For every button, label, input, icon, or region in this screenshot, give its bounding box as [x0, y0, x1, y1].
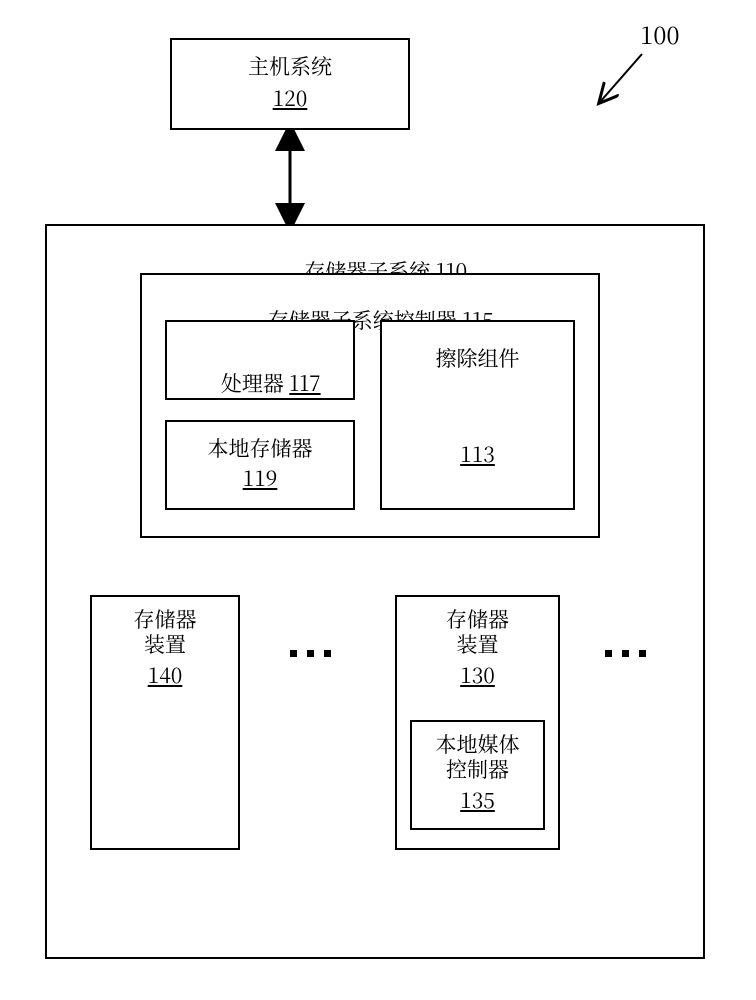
figure-label: 100 — [640, 20, 680, 49]
callout-100-pointer — [600, 54, 642, 102]
host-system-ref: 120 — [172, 86, 408, 111]
local-memory-title: 本地存储器 — [167, 436, 353, 461]
processor-title: 处理器 117 — [167, 346, 353, 422]
ellipsis-dot — [622, 650, 629, 657]
local-memory-box: 本地存储器 119 — [165, 420, 355, 510]
processor-ref: 117 — [289, 368, 320, 398]
host-system-title: 主机系统 — [172, 54, 408, 79]
media-controller-box: 本地媒体 控制器 135 — [410, 720, 545, 830]
ellipsis-dot — [324, 650, 331, 657]
ellipsis-dot — [290, 650, 297, 657]
ellipsis-dot — [605, 650, 612, 657]
memory-device-140-title: 存储器 装置 — [92, 607, 238, 657]
erase-component-ref: 113 — [382, 442, 573, 467]
processor-box: 处理器 117 — [165, 320, 355, 400]
memory-device-140-box: 存储器 装置 140 — [90, 595, 240, 850]
media-controller-title: 本地媒体 控制器 — [412, 732, 543, 782]
erase-component-box: 擦除组件 113 — [380, 320, 575, 510]
ellipsis-dot — [639, 650, 646, 657]
erase-component-title: 擦除组件 — [382, 346, 573, 371]
local-memory-ref: 119 — [167, 466, 353, 491]
memory-device-140-ref: 140 — [92, 663, 238, 688]
media-controller-ref: 135 — [412, 788, 543, 813]
ellipsis-dot — [307, 650, 314, 657]
processor-title-text: 处理器 — [221, 368, 289, 398]
memory-device-130-title: 存储器 装置 — [397, 607, 558, 657]
ellipsis-1 — [290, 650, 331, 657]
ellipsis-2 — [605, 650, 646, 657]
host-system-box: 主机系统 120 — [170, 38, 410, 130]
memory-device-130-ref: 130 — [397, 663, 558, 688]
